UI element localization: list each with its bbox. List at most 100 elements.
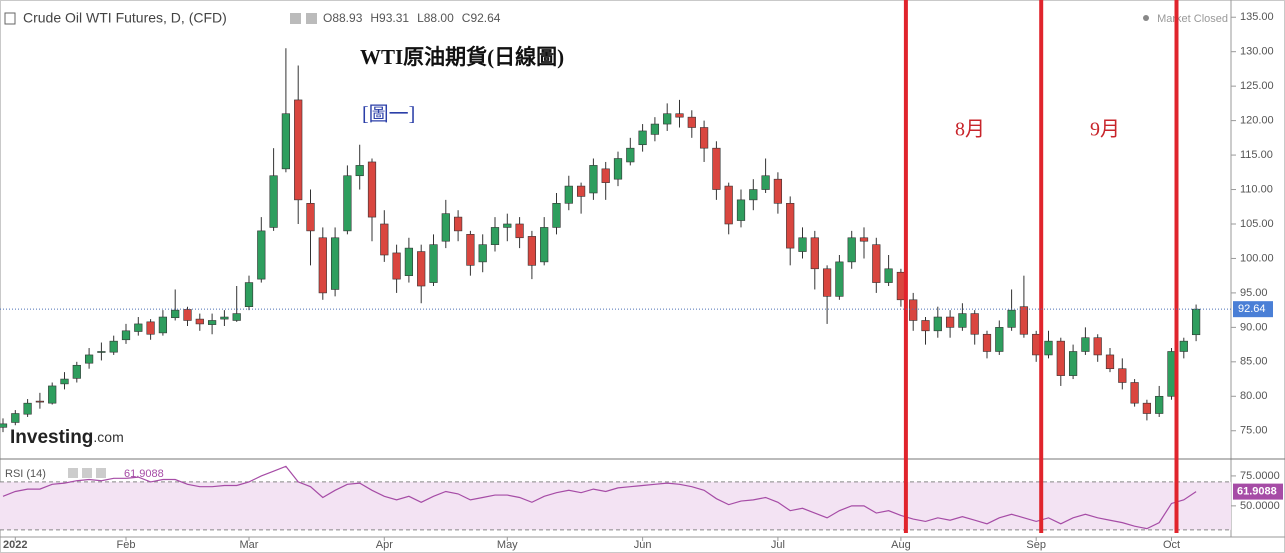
candle-body	[1068, 351, 1078, 376]
candle-body	[1191, 308, 1201, 336]
candle-body	[1155, 395, 1164, 414]
y-tick-label: 90.00	[1240, 321, 1268, 333]
candle-body	[146, 321, 155, 335]
y-tick-label: 115.00	[1240, 149, 1273, 161]
candle-body	[0, 423, 8, 428]
candle-body	[84, 354, 94, 364]
y-tick-label: 100.00	[1240, 252, 1274, 264]
candle-body	[1019, 306, 1029, 335]
candle-body	[404, 247, 414, 276]
candle-body	[921, 320, 930, 332]
annotation: 8月	[955, 119, 985, 141]
candle-body	[663, 113, 672, 125]
candle-body	[109, 340, 118, 353]
x-tick-label: Apr	[376, 539, 393, 551]
rsi-eye-icon[interactable]	[68, 468, 78, 478]
candle-body	[158, 316, 168, 334]
candle-body	[847, 237, 856, 263]
market-status: Market Closed	[1157, 13, 1228, 25]
candle-body	[736, 199, 746, 221]
candle-body	[540, 227, 549, 263]
candle-body	[576, 185, 586, 197]
candle-body	[589, 165, 598, 194]
candle-body	[195, 318, 204, 325]
x-tick-label: 2022	[3, 539, 27, 551]
candle-body	[1179, 340, 1188, 352]
candle-body	[1032, 333, 1041, 356]
x-tick-label: Mar	[240, 539, 259, 551]
candle-body	[380, 223, 389, 256]
logo-main: Investing	[10, 427, 93, 448]
candle-body	[72, 364, 81, 379]
rsi-tick-label: 75.0000	[1240, 470, 1280, 482]
candle-body	[1093, 337, 1102, 356]
candle-body	[23, 402, 32, 415]
y-tick-label: 75.00	[1240, 425, 1268, 437]
logo-suffix: .com	[93, 429, 123, 445]
settings-icon[interactable]	[306, 13, 317, 24]
candle-body	[613, 158, 623, 180]
candle-body	[220, 316, 229, 320]
rsi-settings-icon[interactable]	[82, 468, 92, 478]
candle-body	[1105, 354, 1115, 370]
candle-body	[503, 223, 512, 228]
candle-body	[330, 237, 340, 290]
candle-body	[257, 230, 266, 280]
status-dot	[1143, 15, 1149, 21]
candle-body	[35, 400, 45, 403]
candle-body	[798, 237, 807, 252]
candle-body	[1118, 368, 1127, 383]
candle-body	[60, 378, 69, 385]
candle-body	[884, 268, 893, 283]
x-tick-label: Feb	[117, 539, 136, 551]
rsi-close-icon[interactable]	[96, 468, 106, 478]
candle-body	[207, 320, 217, 325]
candle-body	[1081, 337, 1090, 352]
candle-body	[48, 385, 57, 404]
x-tick-label: May	[497, 539, 518, 551]
candle-body	[171, 309, 180, 319]
rsi-line	[2, 465, 1197, 530]
candle-body	[367, 161, 377, 218]
y-tick-label: 135.00	[1240, 11, 1274, 23]
candle-body	[982, 333, 992, 352]
rsi-name: RSI (14)	[5, 468, 46, 480]
candle-body	[773, 178, 783, 204]
candle-body	[232, 313, 241, 321]
y-tick-label: 120.00	[1240, 115, 1274, 127]
last-price-box	[1233, 301, 1273, 318]
last-price-label: 92.64	[1238, 303, 1266, 315]
candle-body	[343, 175, 352, 232]
candle-body	[712, 147, 721, 190]
y-tick-label: 125.00	[1240, 80, 1274, 92]
candle-body	[490, 227, 500, 245]
candle-body	[650, 123, 660, 135]
rsi-tick-label: 50.0000	[1240, 500, 1280, 512]
y-tick-label: 105.00	[1240, 218, 1274, 230]
candle-body	[453, 216, 463, 232]
ohlc-value: H93.31	[370, 11, 409, 25]
candle-body	[466, 234, 475, 266]
x-tick-label: Oct	[1163, 539, 1180, 551]
candle-body	[810, 237, 819, 270]
eye-icon[interactable]	[290, 13, 301, 24]
candle-body	[183, 309, 192, 321]
y-tick-label: 85.00	[1240, 356, 1268, 368]
candle-body	[601, 168, 610, 183]
candle-body	[638, 130, 647, 146]
y-tick-label: 95.00	[1240, 287, 1268, 299]
candle-body	[552, 203, 561, 228]
candle-body	[724, 185, 733, 225]
candle-body	[1044, 340, 1053, 356]
rsi-current-label: 61.9088	[1237, 486, 1277, 498]
candle-body	[835, 261, 844, 297]
annotation: WTI原油期貨(日線圖)	[360, 45, 564, 69]
candle-body	[269, 175, 278, 228]
candle-body	[626, 147, 635, 163]
collapse-icon[interactable]	[4, 12, 16, 25]
candle-body	[306, 203, 315, 232]
candle-body	[749, 189, 758, 201]
